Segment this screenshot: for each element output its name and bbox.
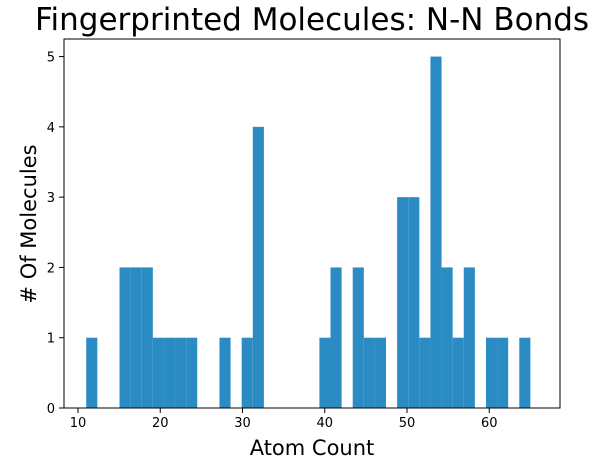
histogram-bar-3 xyxy=(141,267,153,408)
histogram-bar-4 xyxy=(152,337,164,408)
histogram-bar-0 xyxy=(86,337,98,408)
y-tick-label-1: 1 xyxy=(47,332,55,347)
x-tick-label-5: 60 xyxy=(481,416,498,431)
histogram-bar-23 xyxy=(485,337,498,408)
y-tick-label-2: 2 xyxy=(47,261,55,276)
histogram-bar-11 xyxy=(319,337,331,408)
x-tick-label-2: 30 xyxy=(234,416,251,431)
histogram-bar-20 xyxy=(441,267,453,408)
y-tick-label-0: 0 xyxy=(47,402,55,417)
histogram-bar-5 xyxy=(163,337,176,408)
y-tick-label-3: 3 xyxy=(47,191,55,206)
x-tick-label-0: 10 xyxy=(70,416,87,431)
histogram-bar-18 xyxy=(419,337,431,408)
y-axis-ticks: 0 1 2 3 4 5 xyxy=(47,51,64,417)
histogram-bar-9 xyxy=(241,337,253,408)
y-tick-label-5: 5 xyxy=(47,51,55,66)
histogram-bar-8 xyxy=(219,337,231,408)
histogram-bar-14 xyxy=(363,337,375,408)
histogram-bar-2 xyxy=(130,267,142,408)
histogram-bar-13 xyxy=(352,267,364,408)
histogram-bar-19 xyxy=(430,56,442,408)
histogram-bar-12 xyxy=(330,267,342,408)
y-tick-label-4: 4 xyxy=(47,121,55,136)
plot-frame xyxy=(63,38,561,409)
histogram-bar-25 xyxy=(519,337,531,408)
histogram-bar-6 xyxy=(175,337,187,408)
bars-group xyxy=(86,56,531,409)
x-tick-label-4: 50 xyxy=(399,416,416,431)
histogram-bar-21 xyxy=(452,337,464,408)
histogram-bar-22 xyxy=(463,267,475,408)
x-axis-label: Atom Count xyxy=(250,436,375,460)
histogram-bar-24 xyxy=(497,337,509,408)
histogram-bar-16 xyxy=(397,197,409,408)
histogram-bar-15 xyxy=(374,337,387,408)
histogram-bar-17 xyxy=(408,197,420,408)
y-axis-label: # Of Molecules xyxy=(17,144,41,303)
x-axis-ticks: 10 20 30 40 50 60 xyxy=(70,408,498,431)
histogram-bar-7 xyxy=(186,337,198,408)
histogram-bar-10 xyxy=(252,126,264,409)
chart-title: Fingerprinted Molecules: N-N Bonds xyxy=(35,2,589,38)
histogram-bar-1 xyxy=(119,267,131,408)
x-tick-label-1: 20 xyxy=(152,416,169,431)
x-tick-label-3: 40 xyxy=(316,416,333,431)
